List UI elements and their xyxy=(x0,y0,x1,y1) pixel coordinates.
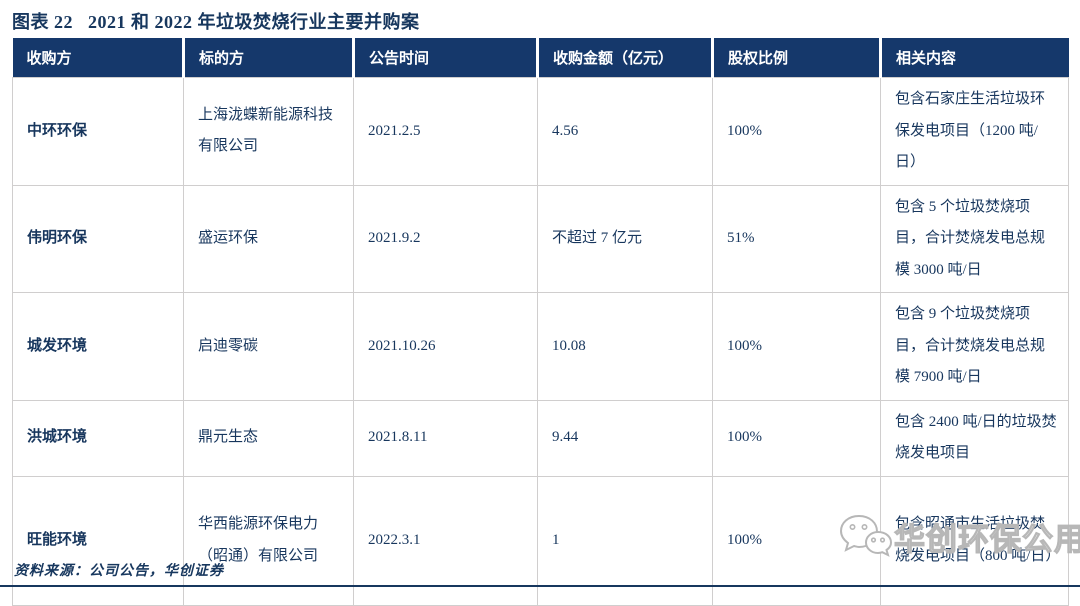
cell-content: 包含 2400 吨/日的垃圾焚烧发电项目 xyxy=(880,399,1069,477)
cell-target: 上海泷蝶新能源科技有限公司 xyxy=(183,77,354,186)
cell-acquirer: 洪城环境 xyxy=(12,399,184,477)
cell-equity: 100% xyxy=(712,292,881,401)
source-note: 资料来源：公司公告，华创证券 xyxy=(14,564,224,579)
cell-content: 包含石家庄生活垃圾环保发电项目（1200 吨/日） xyxy=(880,77,1069,186)
cell-amount: 9.44 xyxy=(537,399,713,477)
cell-target: 启迪零碳 xyxy=(183,292,354,401)
cell-content: 包含 5 个垃圾焚烧项目，合计焚烧发电总规模 3000 吨/日 xyxy=(880,184,1069,293)
header-equity: 股权比例 xyxy=(712,38,882,78)
cell-amount: 不超过 7 亿元 xyxy=(537,184,713,293)
table-row: 中环环保 上海泷蝶新能源科技有限公司 2021.2.5 4.56 100% 包含… xyxy=(12,77,1069,186)
header-amount: 收购金额（亿元） xyxy=(537,38,714,78)
cell-date: 2021.8.11 xyxy=(353,399,538,477)
cell-acquirer: 城发环境 xyxy=(12,292,184,401)
header-acquirer: 收购方 xyxy=(12,38,185,78)
cell-target: 鼎元生态 xyxy=(183,399,354,477)
cell-amount: 4.56 xyxy=(537,77,713,186)
table-row: 城发环境 启迪零碳 2021.10.26 10.08 100% 包含 9 个垃圾… xyxy=(12,292,1069,401)
header-content: 相关内容 xyxy=(880,38,1069,78)
cell-equity: 100% xyxy=(712,399,881,477)
cell-date: 2021.10.26 xyxy=(353,292,538,401)
cell-content: 包含 9 个垃圾焚烧项目，合计焚烧发电总规模 7900 吨/日 xyxy=(880,292,1069,401)
cell-date: 2021.9.2 xyxy=(353,184,538,293)
header-target: 标的方 xyxy=(183,38,355,78)
ma-cases-table: 收购方 标的方 公告时间 收购金额（亿元） 股权比例 相关内容 中环环保 上海泷… xyxy=(12,38,1069,606)
table-row: 伟明环保 盛运环保 2021.9.2 不超过 7 亿元 51% 包含 5 个垃圾… xyxy=(12,184,1069,293)
cell-target: 盛运环保 xyxy=(183,184,354,293)
cell-equity: 51% xyxy=(712,184,881,293)
bottom-rule xyxy=(0,585,1080,587)
figure-title: 图表 22 2021 和 2022 年垃圾焚烧行业主要并购案 xyxy=(12,12,420,32)
cell-amount: 10.08 xyxy=(537,292,713,401)
table-header-row: 收购方 标的方 公告时间 收购金额（亿元） 股权比例 相关内容 xyxy=(12,38,1069,78)
table-row: 洪城环境 鼎元生态 2021.8.11 9.44 100% 包含 2400 吨/… xyxy=(12,399,1069,477)
cell-equity: 100% xyxy=(712,77,881,186)
cell-acquirer: 中环环保 xyxy=(12,77,184,186)
cell-date: 2021.2.5 xyxy=(353,77,538,186)
cell-date: 2022.3.1 xyxy=(353,475,538,606)
cell-acquirer: 伟明环保 xyxy=(12,184,184,293)
cell-amount: 1 xyxy=(537,475,713,606)
header-date: 公告时间 xyxy=(353,38,539,78)
cell-acquirer: 旺能环境 xyxy=(12,475,184,606)
cell-content: 包含昭通市生活垃圾焚烧发电项目（800 吨/日） xyxy=(880,475,1069,606)
